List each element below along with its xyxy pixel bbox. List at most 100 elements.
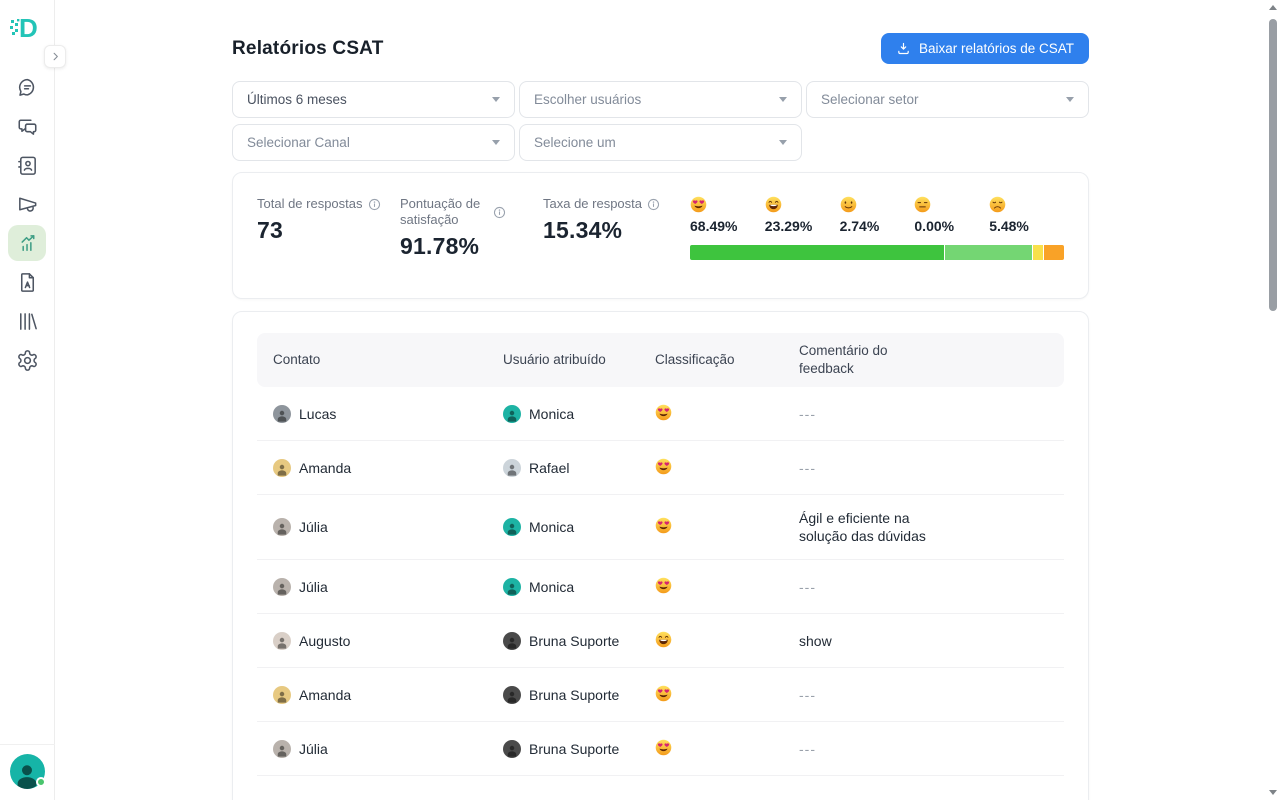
table-row[interactable]: Júlia Monica Ágil e eficiente na solução d… xyxy=(257,495,1064,560)
breakdown-col-unsatisfied: 0.00% xyxy=(914,196,989,234)
assigned-user-name: Bruna Suporte xyxy=(529,632,620,649)
books-icon xyxy=(19,312,37,330)
total-responses-label: Total de respostas xyxy=(257,196,363,211)
column-header-assigned-user: Usuário atribuído xyxy=(503,352,606,367)
chat-bubble-icon xyxy=(18,78,34,96)
user-photo xyxy=(12,759,42,789)
chevron-down-icon xyxy=(779,97,787,102)
filters: Últimos 6 meses Escolher usuários Seleci… xyxy=(232,81,1089,161)
total-responses-stat: Total de respostas 73 xyxy=(257,196,400,244)
sidebar-item-reports[interactable] xyxy=(8,225,46,261)
contact-name: Lucas xyxy=(299,405,337,422)
bar-segment xyxy=(945,245,1032,260)
megaphone-icon xyxy=(18,197,36,212)
rating-cell xyxy=(639,404,783,424)
chart-trending-up-icon xyxy=(20,234,34,251)
contact-cell: Lucas xyxy=(257,404,487,423)
download-csat-reports-button[interactable]: Baixar relatórios de CSAT xyxy=(880,33,1089,64)
generic-filter-dropdown[interactable]: Selecione um xyxy=(519,124,802,161)
column-header-contact: Contato xyxy=(273,352,321,367)
sidebar-expand-button[interactable] xyxy=(44,45,66,68)
assigned-user-name: Bruna Suporte xyxy=(529,740,620,757)
contact-cell: Júlia xyxy=(257,739,487,758)
breakdown-col-satisfied: 23.29% xyxy=(765,196,840,234)
sidebar-item-settings[interactable] xyxy=(8,342,46,378)
table-body: Lucas Monica --- Amanda Rafael --- Júlia Monica… xyxy=(257,387,1064,776)
sidebar-footer xyxy=(0,744,55,800)
feedback-comment: --- xyxy=(799,405,816,422)
scrollbar-thumb[interactable] xyxy=(1269,19,1277,311)
chevron-down-icon xyxy=(492,140,500,145)
rating-cell xyxy=(639,685,783,705)
heart-eyes-emoji-icon xyxy=(690,196,765,215)
contact-cell: Júlia xyxy=(257,577,487,596)
breakdown-percent: 2.74% xyxy=(839,218,880,234)
contact-cell: Augusto xyxy=(257,631,487,650)
expressionless-emoji-icon xyxy=(914,196,989,215)
period-filter-dropdown[interactable]: Últimos 6 meses xyxy=(232,81,515,118)
info-icon[interactable] xyxy=(493,206,506,219)
rating-cell xyxy=(639,631,783,651)
contact-avatar xyxy=(273,458,291,477)
feedback-comment: --- xyxy=(799,686,816,703)
response-rate-label: Taxa de resposta xyxy=(543,196,643,211)
scroll-up-arrow[interactable] xyxy=(1269,5,1277,10)
svg-text:D: D xyxy=(19,13,38,43)
sidebar-item-library[interactable] xyxy=(8,303,46,339)
table-row[interactable]: Júlia Bruna Suporte --- xyxy=(257,722,1064,776)
table-row[interactable]: Júlia Monica --- xyxy=(257,560,1064,614)
sidebar: D xyxy=(0,0,66,800)
gear-icon xyxy=(17,349,37,371)
sidebar-item-conversations[interactable] xyxy=(8,108,46,144)
contact-avatar xyxy=(273,404,291,423)
sidebar-item-documents[interactable] xyxy=(8,264,46,300)
table-header-row: Contato Usuário atribuído Classificação … xyxy=(257,333,1064,387)
table-row[interactable]: Amanda Bruna Suporte --- xyxy=(257,668,1064,722)
assigned-user-cell: Monica xyxy=(487,577,639,596)
app-logo[interactable]: D xyxy=(9,11,45,45)
scroll-down-arrow[interactable] xyxy=(1269,790,1277,795)
sidebar-item-chat[interactable] xyxy=(8,69,46,105)
contact-avatar xyxy=(273,631,291,650)
table-row[interactable]: Lucas Monica --- xyxy=(257,387,1064,441)
heart-eyes-emoji-icon xyxy=(655,739,672,756)
contact-avatar xyxy=(273,577,291,596)
contact-name: Amanda xyxy=(299,686,352,703)
feedback-comment: --- xyxy=(799,459,816,476)
download-button-label: Baixar relatórios de CSAT xyxy=(918,41,1074,56)
users-filter-placeholder: Escolher usuários xyxy=(534,92,642,107)
generic-filter-placeholder: Selecione um xyxy=(534,135,616,150)
assigned-user-cell: Rafael xyxy=(487,458,639,477)
logo-d-icon: D xyxy=(10,13,38,43)
bar-segment xyxy=(1043,245,1064,260)
table-row[interactable]: Augusto Bruna Suporte show xyxy=(257,614,1064,668)
total-responses-value: 73 xyxy=(257,217,283,243)
feedback-comment: show xyxy=(799,632,832,649)
assigned-user-cell: Bruna Suporte xyxy=(487,739,639,758)
heart-eyes-emoji-icon xyxy=(655,458,672,475)
info-icon[interactable] xyxy=(368,198,381,211)
breakdown-percent: 0.00% xyxy=(914,218,955,234)
assigned-user-name: Monica xyxy=(529,519,575,535)
sidebar-item-campaigns[interactable] xyxy=(8,186,46,222)
rating-cell xyxy=(639,739,783,759)
page-header: Relatórios CSAT Baixar relatórios de CSA… xyxy=(232,33,1089,64)
users-filter-dropdown[interactable]: Escolher usuários xyxy=(519,81,802,118)
info-icon[interactable] xyxy=(647,198,660,211)
channel-filter-dropdown[interactable]: Selecionar Canal xyxy=(232,124,515,161)
sidebar-item-contacts[interactable] xyxy=(8,147,46,183)
table-row[interactable]: Amanda Rafael --- xyxy=(257,441,1064,495)
breakdown-percent: 68.49% xyxy=(690,218,738,234)
user-avatar[interactable] xyxy=(9,754,46,789)
csat-summary-card: Total de respostas 73 Pontuação de satis… xyxy=(232,172,1089,299)
rating-cell xyxy=(639,517,783,537)
assigned-user-name: Monica xyxy=(529,405,575,422)
assigned-user-avatar xyxy=(503,631,521,650)
sector-filter-dropdown[interactable]: Selecionar setor xyxy=(806,81,1089,118)
feedback-comment: --- xyxy=(799,740,816,757)
response-rate-stat: Taxa de resposta 15.34% xyxy=(543,196,688,244)
chevron-down-icon xyxy=(1066,97,1074,102)
heart-eyes-emoji-icon xyxy=(655,517,672,534)
satisfaction-score-stat: Pontuação de satisfação 91.78% xyxy=(400,196,543,260)
assigned-user-avatar xyxy=(503,739,521,758)
